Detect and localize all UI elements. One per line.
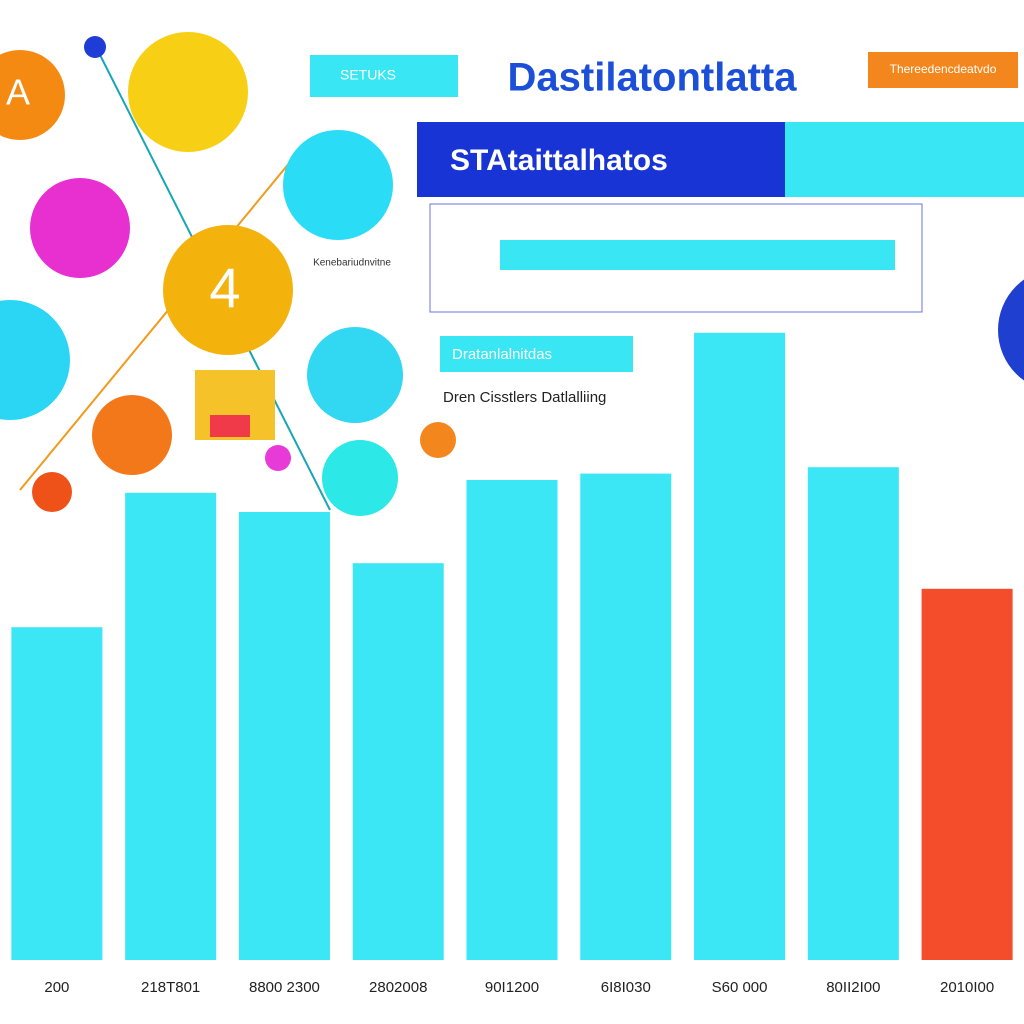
annotation: Dratanlalnitdas [452, 346, 552, 363]
bar [11, 627, 103, 960]
bar [125, 492, 217, 960]
bar [921, 588, 1013, 960]
badge: SETUKS [340, 67, 396, 83]
x-tick-label: 90I1200 [485, 979, 539, 996]
x-tick-label: 8800 2300 [249, 979, 320, 996]
x-tick-label: 80II2I00 [826, 979, 880, 996]
x-tick-label: 6I8I030 [601, 979, 651, 996]
annotation: Kenebariudnvitne [313, 258, 391, 269]
x-tick-label: 218T801 [141, 979, 200, 996]
annotation: Dren Cisstlers Datlalliing [443, 389, 606, 406]
bar [352, 563, 444, 960]
annotation-box [440, 336, 633, 372]
bar [466, 480, 558, 960]
bar [807, 467, 899, 960]
icon-label: 4 [209, 256, 240, 319]
x-tick-label: 2802008 [369, 979, 427, 996]
top-note: Thereedencdeatvdo [890, 62, 997, 76]
bar [580, 473, 672, 960]
x-tick-label: S60 000 [712, 979, 768, 996]
bar [694, 332, 786, 960]
subtitle: STAtaittalhatos [450, 144, 668, 177]
icon-label: A [6, 72, 30, 113]
chart-title: Dastilatontlatta [508, 56, 798, 100]
badge-box [310, 55, 458, 97]
subtitle-box [417, 122, 785, 197]
panel [429, 203, 923, 313]
subtitle-band [785, 122, 1024, 197]
x-tick-label: 2010I00 [940, 979, 994, 996]
note-box [868, 52, 1018, 88]
decor [0, 32, 1024, 516]
x-tick-label: 200 [44, 979, 69, 996]
panel-band [500, 240, 895, 270]
bar [238, 512, 330, 960]
